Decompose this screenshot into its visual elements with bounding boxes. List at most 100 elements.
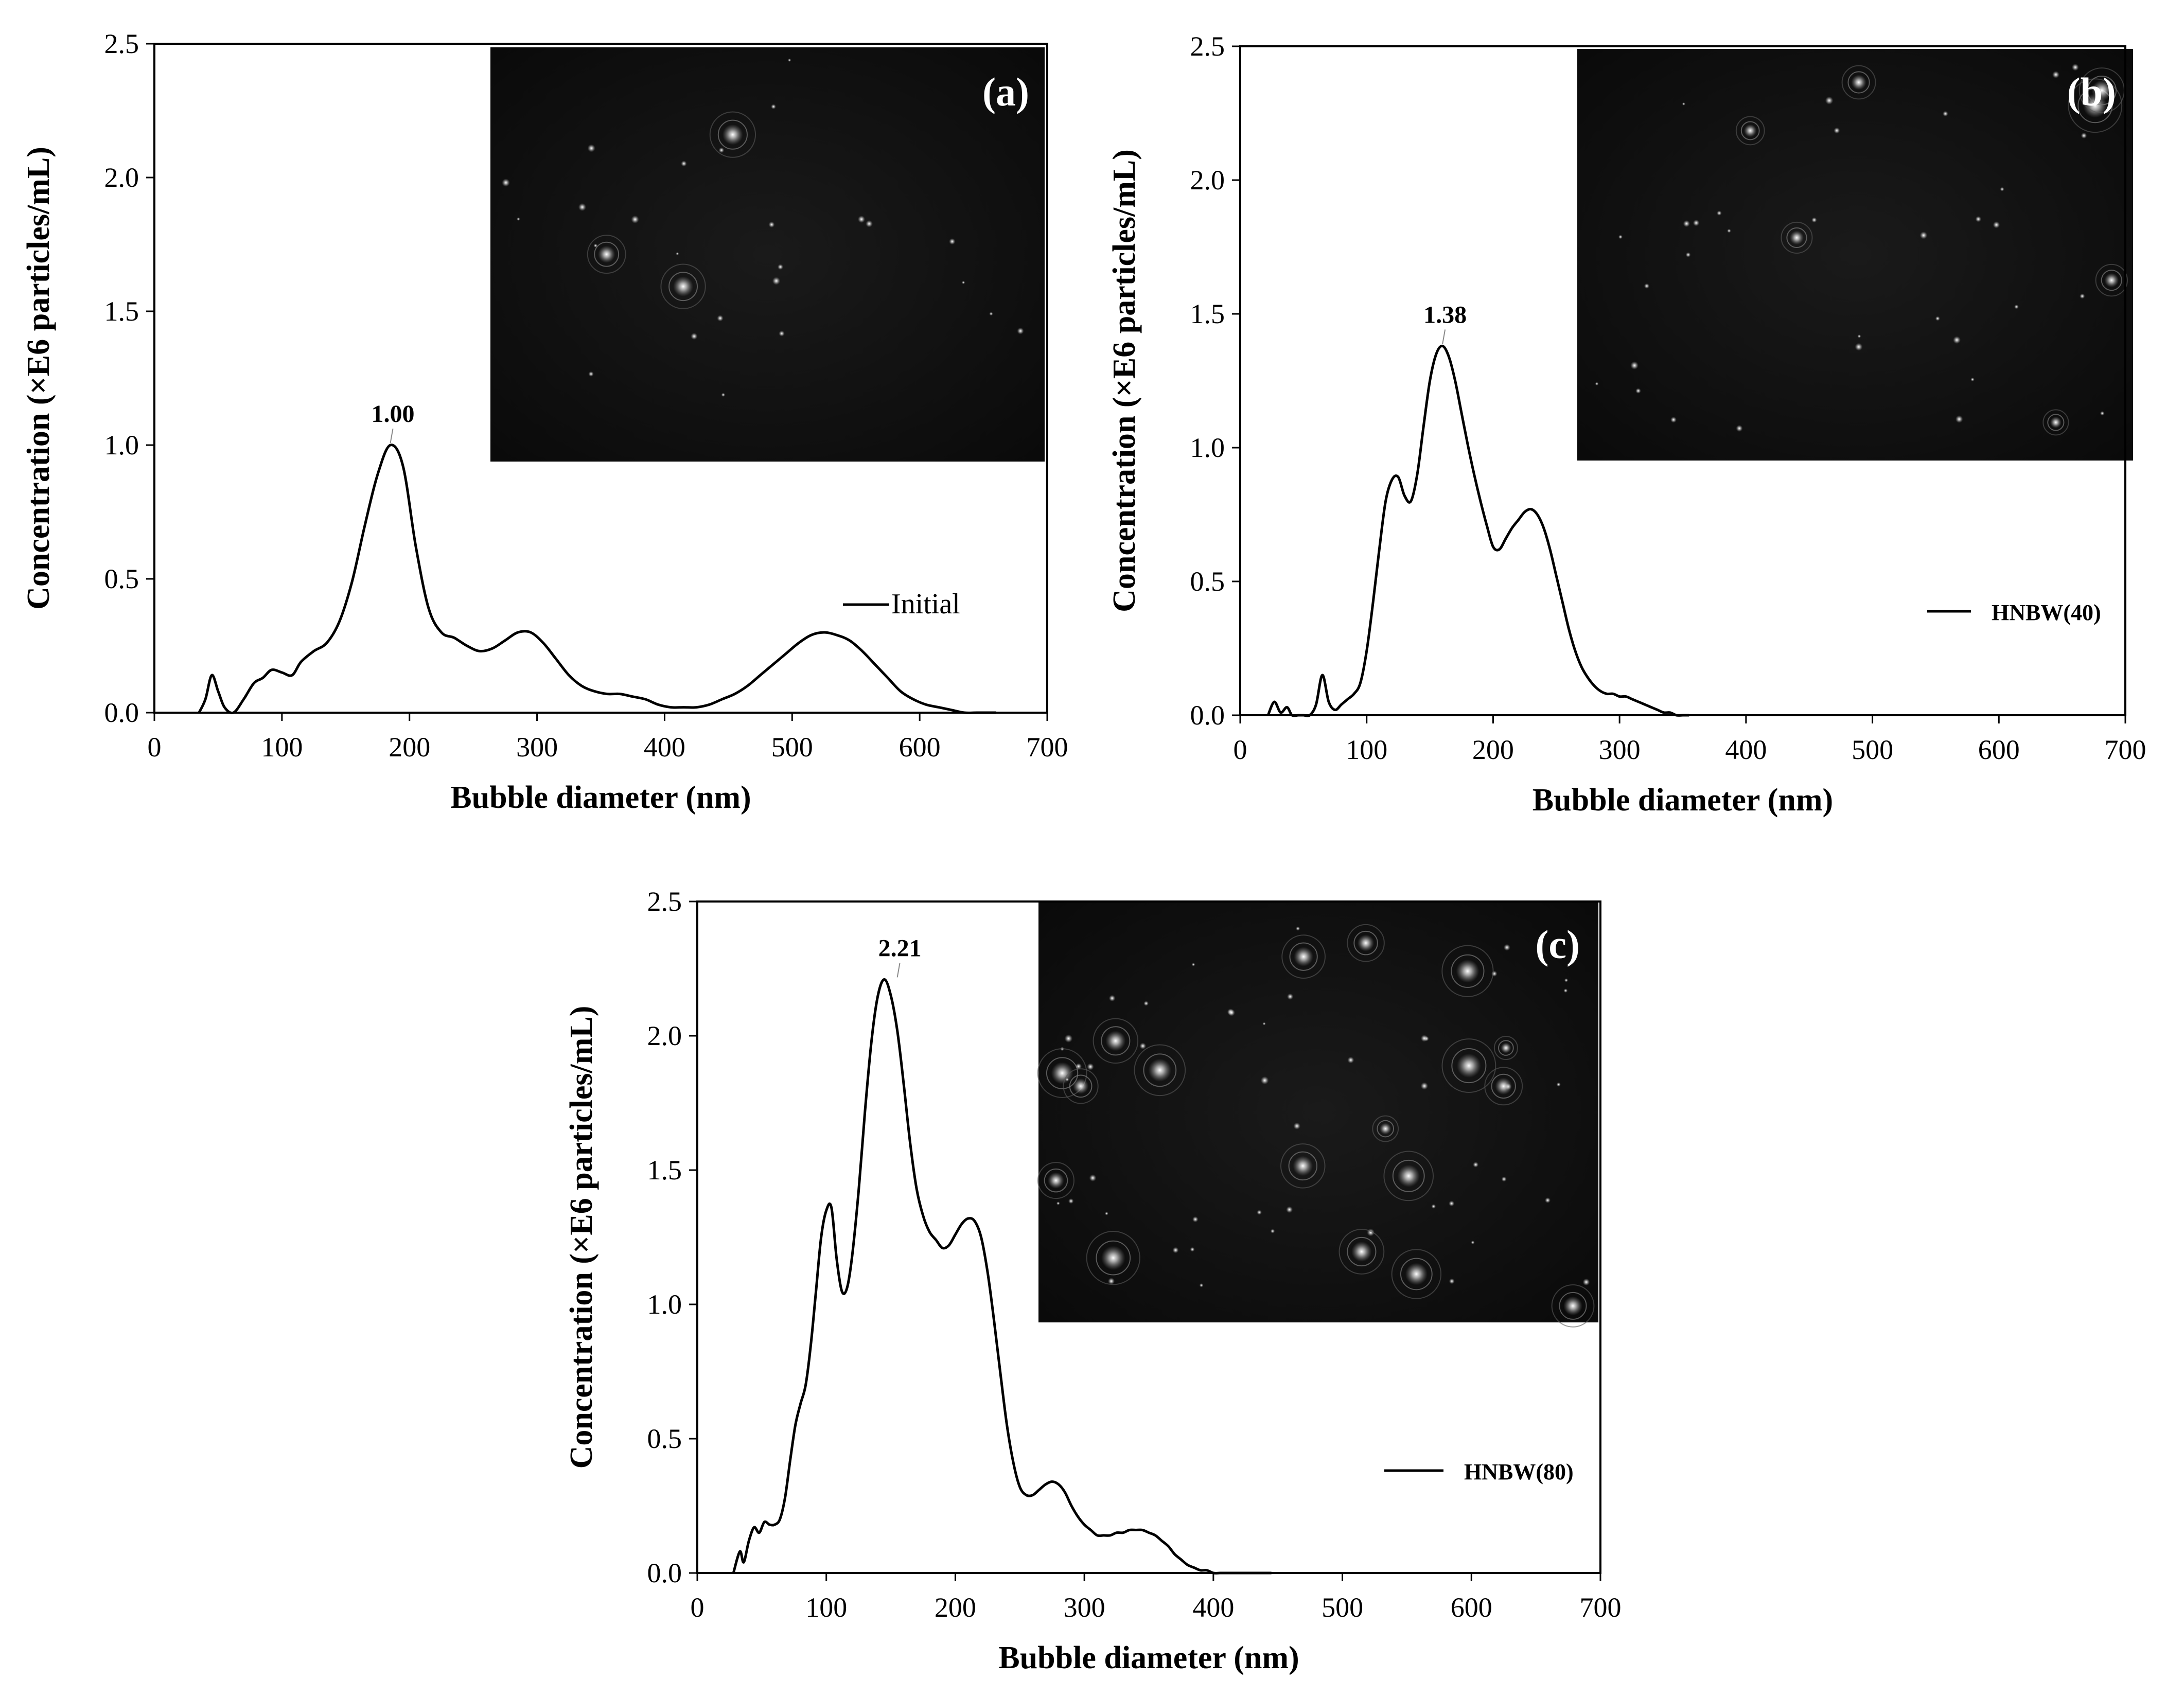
bubble-spot <box>673 276 694 297</box>
bubble-spot <box>1670 416 1677 423</box>
bubble-spot <box>1683 220 1690 227</box>
bubble-spot <box>1191 963 1195 966</box>
bubble-spot <box>1491 970 1498 977</box>
bubble-ring <box>1451 1048 1487 1084</box>
legend-label: Initial <box>891 588 960 620</box>
bubble-ring <box>1143 1053 1177 1087</box>
bubble-spot <box>1075 1063 1082 1070</box>
bubble-spot <box>1357 934 1375 951</box>
bubble-spot <box>1495 1077 1512 1095</box>
bubble-ring <box>2079 67 2125 114</box>
bubble-spot <box>1270 1229 1275 1233</box>
bubble-spot <box>1148 1058 1172 1082</box>
bubble-spot <box>1262 1022 1266 1026</box>
bubble-spot <box>1287 993 1294 1000</box>
x-tick-label: 500 <box>771 732 813 763</box>
bubble-ring <box>660 263 706 309</box>
bubble-ring <box>668 272 698 302</box>
y-tick-label: 0.0 <box>1190 700 1225 731</box>
bubble-spot <box>1108 995 1116 1002</box>
x-tick-label: 600 <box>1451 1592 1492 1623</box>
bubble-spot <box>1089 1174 1097 1182</box>
bubble-spot <box>1257 1210 1262 1215</box>
bubble-spot <box>1857 334 1861 338</box>
bubble-ring <box>1740 121 1760 140</box>
x-tick-label: 600 <box>899 732 941 763</box>
bubble-spot <box>949 238 956 245</box>
panel-label: (a) <box>982 69 1029 114</box>
bubble-spot <box>578 203 587 211</box>
bubble-spot <box>1789 231 1804 245</box>
bubble-ring <box>1847 71 1870 94</box>
y-tick-label: 2.0 <box>647 1020 682 1051</box>
bubble-spot <box>2104 273 2119 288</box>
bubble-ring <box>1037 1048 1087 1098</box>
bubble-spot <box>2000 187 2004 191</box>
x-tick-label: 300 <box>1064 1592 1105 1623</box>
bubble-spot <box>1456 1053 1481 1078</box>
bubble-spot <box>1855 343 1863 351</box>
bubble-ring <box>2101 270 2122 291</box>
bubble-spot <box>1544 1197 1551 1204</box>
x-tick-label: 0 <box>691 1592 704 1623</box>
bubble-spot <box>1286 1206 1293 1213</box>
bubble-spot <box>1993 221 2000 228</box>
bubble-ring <box>1347 1236 1377 1267</box>
y-tick-label: 1.5 <box>647 1155 682 1186</box>
bubble-ring <box>587 235 626 274</box>
bubble-ring <box>1280 1143 1326 1189</box>
bubble-spot <box>2080 293 2085 299</box>
x-tick-label: 300 <box>516 732 558 763</box>
bubble-ring <box>1046 1057 1079 1089</box>
bubble-spot <box>1693 219 1700 226</box>
bubble-spot <box>1564 978 1569 982</box>
y-tick-label: 0.5 <box>104 563 139 594</box>
bubble-spot <box>779 330 785 337</box>
bubble-ring <box>1400 1258 1433 1291</box>
x-tick-label: 100 <box>1346 734 1387 765</box>
bubble-ring <box>2068 78 2123 133</box>
y-tick-label: 0.0 <box>647 1558 682 1588</box>
bubble-spot <box>1501 1042 1511 1053</box>
bubble-ring <box>1441 945 1494 997</box>
bubble-spot <box>676 252 679 256</box>
y-axis-label: Concentration (×E6 particles/mL) <box>564 1006 599 1469</box>
bubble-spot <box>1056 1201 1060 1205</box>
y-tick-label: 1.5 <box>104 296 139 327</box>
bubble-spot <box>1199 1283 1204 1287</box>
bubble-ring <box>594 241 620 267</box>
bubble-spot <box>2081 132 2087 139</box>
bubble-ring <box>1069 1074 1093 1098</box>
bubble-spot <box>1293 1122 1300 1130</box>
y-tick-label: 2.0 <box>1190 165 1225 196</box>
x-tick-label: 300 <box>1599 734 1641 765</box>
bubble-spot <box>1172 1247 1179 1253</box>
bubble-spot <box>1955 415 1963 423</box>
bubble-spot <box>1834 127 1840 134</box>
y-axis-label: Concentration (×E6 particles/mL) <box>21 147 56 610</box>
x-tick-label: 0 <box>1234 734 1247 765</box>
bubble-spot <box>787 58 791 62</box>
bubble-ring <box>1101 1026 1131 1056</box>
bubble-spot <box>1260 1076 1269 1085</box>
x-tick-label: 0 <box>148 732 162 763</box>
bubble-spot <box>1952 336 1961 344</box>
bubble-spot <box>1143 1001 1149 1006</box>
bubble-ring <box>1786 227 1807 249</box>
bubble-spot <box>1630 361 1639 370</box>
plot-frame <box>696 900 1601 1574</box>
y-tick-label: 1.0 <box>1190 432 1225 463</box>
bubble-ring <box>1391 1249 1442 1299</box>
bubble-spot <box>772 277 781 285</box>
peak-value-label: 2.21 <box>878 934 922 962</box>
bubble-spot <box>2091 80 2112 101</box>
bubble-spot <box>771 104 776 110</box>
bubble-spot <box>989 312 993 316</box>
bubble-spot <box>2014 304 2019 309</box>
bubble-spot <box>1104 1211 1108 1215</box>
bubble-spot <box>1192 1216 1199 1223</box>
bubble-spot <box>1405 1263 1428 1285</box>
bubble-spot <box>1582 1278 1590 1286</box>
peak-value-label: 1.38 <box>1423 301 1467 328</box>
x-tick-label: 200 <box>389 732 430 763</box>
